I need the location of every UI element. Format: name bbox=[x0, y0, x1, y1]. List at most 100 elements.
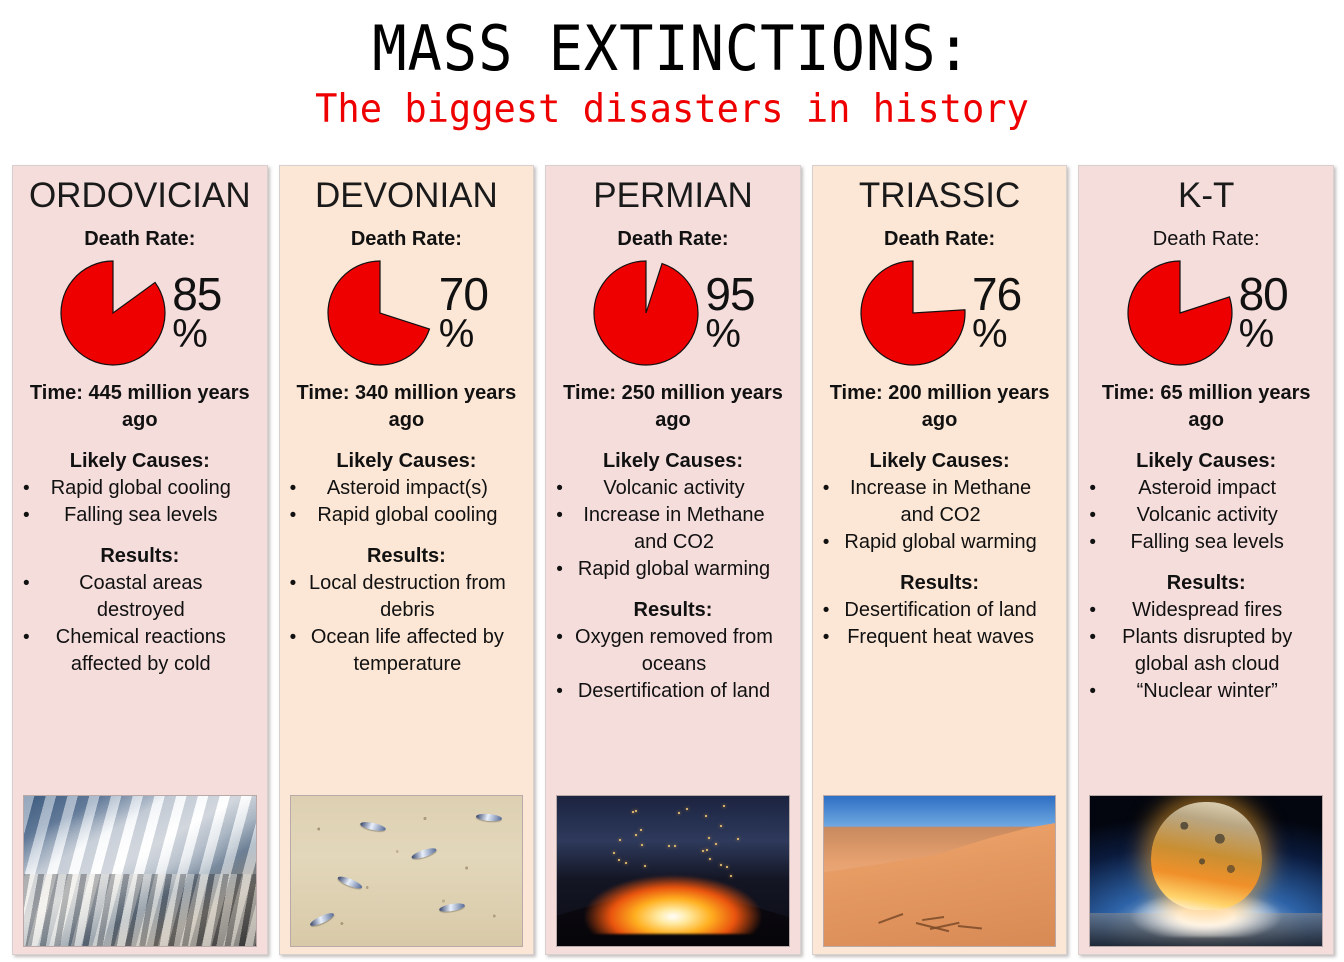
death-rate-value-group: 85 % bbox=[170, 273, 221, 352]
result-item: Local destruction from debris bbox=[288, 570, 526, 624]
result-item: Ocean life affected by temperature bbox=[288, 624, 526, 678]
death-rate-number: 80 bbox=[1239, 273, 1288, 315]
likely-causes-list: Asteroid impactVolcanic activityFalling … bbox=[1083, 475, 1329, 556]
column-title: PERMIAN bbox=[593, 175, 752, 217]
pie-chart-icon bbox=[1125, 258, 1235, 368]
result-item: Plants disrupted by global ash cloud bbox=[1087, 624, 1325, 678]
likely-causes-list: Volcanic activityIncrease in Methane and… bbox=[550, 475, 796, 583]
percent-symbol: % bbox=[705, 316, 741, 353]
photo-container bbox=[817, 791, 1063, 954]
cause-item: Asteroid impact bbox=[1087, 475, 1325, 502]
death-rate-label: Death Rate: bbox=[351, 226, 462, 252]
cause-item: Rapid global warming bbox=[821, 529, 1059, 556]
cause-item: Volcanic activity bbox=[554, 475, 792, 502]
cause-item: Rapid global cooling bbox=[288, 502, 526, 529]
photo-container bbox=[1083, 791, 1329, 954]
death-rate-chart: 95 % bbox=[550, 258, 796, 368]
time-text: Time: 250 million years ago bbox=[550, 380, 796, 434]
extinction-column-devonian: DEVONIAN Death Rate: 70 % Time: 340 mill… bbox=[279, 165, 535, 955]
infographic-page: MASS EXTINCTIONS: The biggest disasters … bbox=[0, 0, 1344, 962]
results-list: Coastal areas destroyedChemical reaction… bbox=[17, 570, 263, 678]
likely-causes-heading: Likely Causes: bbox=[70, 448, 210, 474]
results-list: Local destruction from debrisOcean life … bbox=[284, 570, 530, 678]
death-rate-number: 70 bbox=[439, 273, 488, 315]
pie-chart-icon bbox=[591, 258, 701, 368]
result-item: Desertification of land bbox=[554, 678, 792, 705]
time-text: Time: 445 million years ago bbox=[17, 380, 263, 434]
percent-symbol: % bbox=[1239, 316, 1275, 353]
result-item: Frequent heat waves bbox=[821, 624, 1059, 651]
snowy-mountain-glacier-photo bbox=[23, 795, 257, 947]
results-heading: Results: bbox=[634, 597, 713, 623]
desert-dune-photo bbox=[823, 795, 1057, 947]
cause-item: Increase in Methane and CO2 bbox=[821, 475, 1059, 529]
page-title: MASS EXTINCTIONS: bbox=[54, 14, 1290, 84]
cause-item: Rapid global warming bbox=[554, 556, 792, 583]
death-rate-number: 85 bbox=[172, 273, 221, 315]
volcano-eruption-photo bbox=[556, 795, 790, 947]
cause-item: Rapid global cooling bbox=[21, 475, 259, 502]
dead-fish-on-sand-photo bbox=[290, 795, 524, 947]
death-rate-label: Death Rate: bbox=[1153, 226, 1260, 252]
death-rate-label: Death Rate: bbox=[884, 226, 995, 252]
death-rate-chart: 76 % bbox=[817, 258, 1063, 368]
time-text: Time: 200 million years ago bbox=[817, 380, 1063, 434]
cause-item: Falling sea levels bbox=[1087, 529, 1325, 556]
result-item: “Nuclear winter” bbox=[1087, 678, 1325, 705]
result-item: Coastal areas destroyed bbox=[21, 570, 259, 624]
extinction-column-permian: PERMIAN Death Rate: 95 % Time: 250 milli… bbox=[545, 165, 801, 955]
death-rate-chart: 80 % bbox=[1083, 258, 1329, 368]
results-heading: Results: bbox=[1167, 570, 1246, 596]
time-text: Time: 65 million years ago bbox=[1083, 380, 1329, 434]
likely-causes-heading: Likely Causes: bbox=[336, 448, 476, 474]
results-heading: Results: bbox=[100, 543, 179, 569]
likely-causes-heading: Likely Causes: bbox=[870, 448, 1010, 474]
pie-chart-icon bbox=[858, 258, 968, 368]
extinction-column-triassic: TRIASSIC Death Rate: 76 % Time: 200 mill… bbox=[812, 165, 1068, 955]
cause-item: Volcanic activity bbox=[1087, 502, 1325, 529]
likely-causes-list: Rapid global coolingFalling sea levels bbox=[17, 475, 263, 529]
result-item: Desertification of land bbox=[821, 597, 1059, 624]
result-item: Chemical reactions affected by cold bbox=[21, 624, 259, 678]
title-block: MASS EXTINCTIONS: The biggest disasters … bbox=[0, 0, 1344, 134]
death-rate-number: 76 bbox=[972, 273, 1021, 315]
column-title: K-T bbox=[1178, 175, 1234, 217]
results-list: Widespread firesPlants disrupted by glob… bbox=[1083, 597, 1329, 705]
column-title: ORDOVICIAN bbox=[29, 175, 251, 217]
extinction-column-ordovician: ORDOVICIAN Death Rate: 85 % Time: 445 mi… bbox=[12, 165, 268, 955]
cause-item: Asteroid impact(s) bbox=[288, 475, 526, 502]
percent-symbol: % bbox=[172, 316, 208, 353]
photo-container bbox=[17, 791, 263, 954]
likely-causes-heading: Likely Causes: bbox=[1136, 448, 1276, 474]
likely-causes-list: Increase in Methane and CO2Rapid global … bbox=[817, 475, 1063, 556]
death-rate-chart: 70 % bbox=[284, 258, 530, 368]
death-rate-value-group: 80 % bbox=[1237, 273, 1288, 352]
column-title: DEVONIAN bbox=[315, 175, 498, 217]
death-rate-number: 95 bbox=[705, 273, 754, 315]
death-rate-chart: 85 % bbox=[17, 258, 263, 368]
result-item: Widespread fires bbox=[1087, 597, 1325, 624]
page-subtitle: The biggest disasters in history bbox=[34, 86, 1311, 134]
extinction-columns: ORDOVICIAN Death Rate: 85 % Time: 445 mi… bbox=[12, 165, 1334, 955]
likely-causes-heading: Likely Causes: bbox=[603, 448, 743, 474]
death-rate-value-group: 70 % bbox=[437, 273, 488, 352]
results-list: Oxygen removed from oceansDesertificatio… bbox=[550, 624, 796, 705]
percent-symbol: % bbox=[439, 316, 475, 353]
extinction-column-k-t: K-T Death Rate: 80 % Time: 65 million ye… bbox=[1078, 165, 1334, 955]
cause-item: Increase in Methane and CO2 bbox=[554, 502, 792, 556]
pie-chart-icon bbox=[325, 258, 435, 368]
results-heading: Results: bbox=[900, 570, 979, 596]
column-title: TRIASSIC bbox=[859, 175, 1020, 217]
death-rate-label: Death Rate: bbox=[84, 226, 195, 252]
results-list: Desertification of landFrequent heat wav… bbox=[817, 597, 1063, 651]
photo-container bbox=[284, 791, 530, 954]
cause-item: Falling sea levels bbox=[21, 502, 259, 529]
result-item: Oxygen removed from oceans bbox=[554, 624, 792, 678]
death-rate-value-group: 76 % bbox=[970, 273, 1021, 352]
percent-symbol: % bbox=[972, 316, 1008, 353]
time-text: Time: 340 million years ago bbox=[284, 380, 530, 434]
likely-causes-list: Asteroid impact(s)Rapid global cooling bbox=[284, 475, 530, 529]
pie-chart-icon bbox=[58, 258, 168, 368]
results-heading: Results: bbox=[367, 543, 446, 569]
asteroid-impact-photo bbox=[1089, 795, 1323, 947]
